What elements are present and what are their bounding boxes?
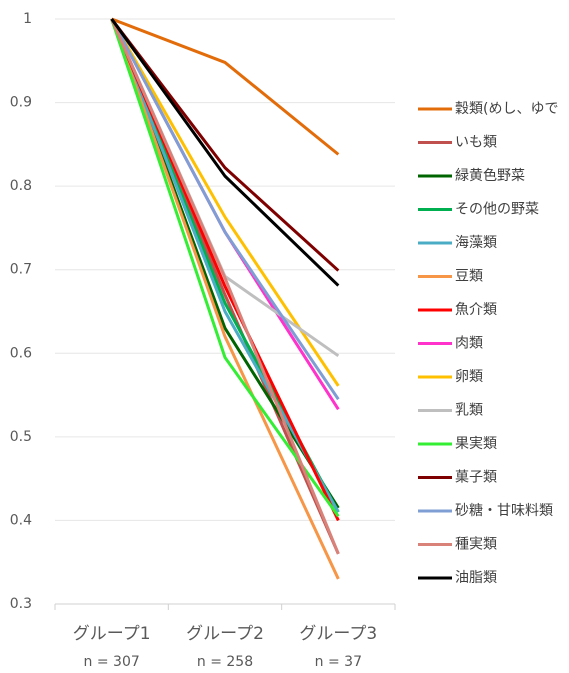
x-tick-label: グループ1: [73, 624, 151, 644]
y-tick-label: 0.5: [10, 429, 32, 445]
series-line: [110, 18, 340, 580]
y-tick-label: 0.3: [10, 596, 32, 612]
series-line: [110, 18, 340, 272]
y-tick-label: 0.7: [10, 262, 32, 278]
legend-label: 穀類(めし、ゆで: [455, 101, 558, 117]
legend-label: 乳類: [455, 403, 483, 419]
legend-label: 砂糖・甘味料類: [455, 503, 553, 519]
series-line: [110, 18, 340, 555]
legend-label: 卵類: [455, 369, 483, 385]
legend-label: 緑黄色野菜: [455, 167, 525, 184]
legend-label: 肉類: [455, 336, 483, 352]
series-line: [110, 18, 340, 287]
x-tick-label: グループ3: [299, 624, 377, 644]
legend-label: その他の野菜: [455, 202, 539, 218]
legend-label: 菓子類: [455, 470, 497, 486]
series-line: [110, 18, 340, 401]
y-tick-label: 0.8: [10, 178, 32, 194]
legend-label: 油脂類: [455, 570, 497, 586]
y-tick-label: 0.9: [10, 95, 32, 111]
legend-label: 種実類: [455, 537, 497, 553]
x-tick-label: グループ2: [186, 624, 264, 644]
legend-label: 果実類: [455, 436, 497, 452]
y-tick-label: 0.6: [10, 345, 32, 361]
legend-label: いも類: [455, 135, 497, 151]
x-tick-note: n = 37: [315, 654, 362, 670]
legend-label: 魚介類: [455, 302, 497, 318]
series-line: [111, 17, 340, 156]
series-line: [110, 18, 340, 509]
legend-label: 豆類: [455, 269, 483, 285]
y-tick-label: 0.4: [10, 512, 32, 528]
x-tick-note: n = 258: [197, 654, 253, 670]
x-tick-note: n = 307: [84, 654, 140, 670]
y-tick-label: 1: [23, 11, 32, 27]
legend-label: 海藻類: [455, 235, 497, 251]
